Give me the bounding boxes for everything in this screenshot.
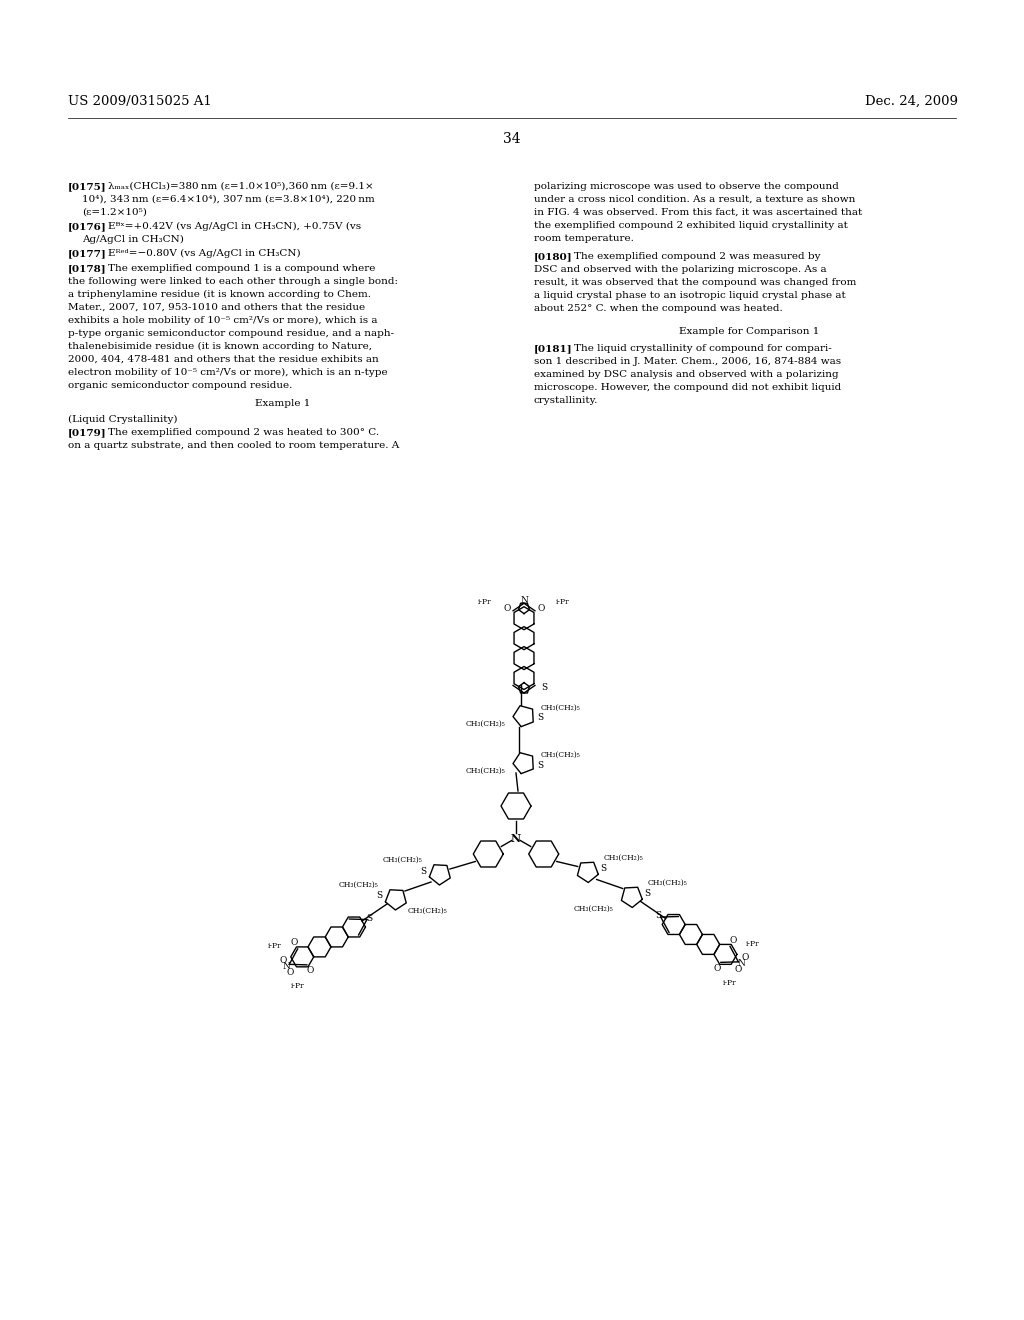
Text: CH₃(CH₂)₅: CH₃(CH₂)₅: [604, 854, 643, 862]
Text: (Liquid Crystallinity): (Liquid Crystallinity): [68, 414, 177, 424]
Text: N: N: [520, 595, 528, 605]
Text: Example for Comparison 1: Example for Comparison 1: [679, 327, 819, 337]
Text: λₘₐₓ(CHCl₃)=380 nm (ε=1.0×10⁵),360 nm (ε=9.1×: λₘₐₓ(CHCl₃)=380 nm (ε=1.0×10⁵),360 nm (ε…: [108, 182, 374, 191]
Text: O: O: [503, 605, 510, 614]
Text: microscope. However, the compound did not exhibit liquid: microscope. However, the compound did no…: [534, 383, 842, 392]
Text: US 2009/0315025 A1: US 2009/0315025 A1: [68, 95, 212, 108]
Text: in FIG. 4 was observed. From this fact, it was ascertained that: in FIG. 4 was observed. From this fact, …: [534, 209, 862, 216]
Text: son 1 described in J. Mater. Chem., 2006, 16, 874-884 was: son 1 described in J. Mater. Chem., 2006…: [534, 356, 841, 366]
Text: about 252° C. when the compound was heated.: about 252° C. when the compound was heat…: [534, 304, 782, 313]
Text: CH₃(CH₂)₅: CH₃(CH₂)₅: [573, 904, 613, 912]
Text: S: S: [537, 714, 543, 722]
Text: [0181]: [0181]: [534, 345, 572, 352]
Text: O: O: [280, 956, 287, 965]
Text: S: S: [376, 891, 382, 900]
Text: Eᴯˣ=+0.42V (vs Ag/AgCl in CH₃CN), +0.75V (vs: Eᴯˣ=+0.42V (vs Ag/AgCl in CH₃CN), +0.75V…: [108, 222, 361, 231]
Text: 2000, 404, 478-481 and others that the residue exhibits an: 2000, 404, 478-481 and others that the r…: [68, 355, 379, 364]
Text: the exemplified compound 2 exhibited liquid crystallinity at: the exemplified compound 2 exhibited liq…: [534, 220, 848, 230]
Text: crystallinity.: crystallinity.: [534, 396, 598, 405]
Text: O: O: [538, 605, 545, 614]
Text: CH₃(CH₂)₅: CH₃(CH₂)₅: [541, 704, 581, 711]
Text: 10⁴), 343 nm (ε=6.4×10⁴), 307 nm (ε=3.8×10⁴), 220 nm: 10⁴), 343 nm (ε=6.4×10⁴), 307 nm (ε=3.8×…: [82, 195, 375, 205]
Text: O: O: [286, 968, 294, 977]
Text: electron mobility of 10⁻⁵ cm²/Vs or more), which is an n-type: electron mobility of 10⁻⁵ cm²/Vs or more…: [68, 368, 388, 378]
Text: result, it was observed that the compound was changed from: result, it was observed that the compoun…: [534, 279, 856, 286]
Text: i-Pr: i-Pr: [723, 979, 736, 987]
Text: O: O: [714, 964, 721, 973]
Text: i-Pr: i-Pr: [291, 982, 304, 990]
Text: CH₃(CH₂)₅: CH₃(CH₂)₅: [466, 719, 506, 729]
Text: Dec. 24, 2009: Dec. 24, 2009: [865, 95, 958, 108]
Text: The exemplified compound 2 was heated to 300° C.: The exemplified compound 2 was heated to…: [108, 428, 379, 437]
Text: i-Pr: i-Pr: [746, 940, 760, 948]
Text: i-Pr: i-Pr: [268, 942, 282, 950]
Text: [0179]: [0179]: [68, 428, 106, 437]
Text: examined by DSC analysis and observed with a polarizing: examined by DSC analysis and observed wi…: [534, 370, 839, 379]
Text: CH₃(CH₂)₅: CH₃(CH₂)₅: [648, 879, 687, 887]
Text: [0175]: [0175]: [68, 182, 106, 191]
Text: Example 1: Example 1: [255, 399, 310, 408]
Text: S: S: [366, 913, 372, 923]
Text: under a cross nicol condition. As a result, a texture as shown: under a cross nicol condition. As a resu…: [534, 195, 855, 205]
Text: The exemplified compound 2 was measured by: The exemplified compound 2 was measured …: [574, 252, 820, 261]
Text: O: O: [741, 953, 749, 962]
Text: i-Pr: i-Pr: [556, 598, 569, 606]
Text: CH₃(CH₂)₅: CH₃(CH₂)₅: [541, 751, 581, 759]
Text: DSC and observed with the polarizing microscope. As a: DSC and observed with the polarizing mic…: [534, 265, 826, 275]
Text: Ag/AgCl in CH₃CN): Ag/AgCl in CH₃CN): [82, 235, 184, 244]
Text: S: S: [645, 888, 651, 898]
Text: S: S: [655, 911, 662, 920]
Text: i-Pr: i-Pr: [478, 598, 492, 606]
Text: S: S: [601, 865, 607, 873]
Text: S: S: [537, 760, 543, 770]
Text: on a quartz substrate, and then cooled to room temperature. A: on a quartz substrate, and then cooled t…: [68, 441, 399, 450]
Text: O: O: [734, 965, 741, 974]
Text: [0176]: [0176]: [68, 222, 106, 231]
Text: N: N: [283, 961, 290, 970]
Text: polarizing microscope was used to observe the compound: polarizing microscope was used to observ…: [534, 182, 839, 191]
Text: thalenebisimide residue (it is known according to Nature,: thalenebisimide residue (it is known acc…: [68, 342, 372, 351]
Text: 34: 34: [503, 132, 521, 147]
Text: CH₃(CH₂)₅: CH₃(CH₂)₅: [382, 855, 422, 865]
Text: O: O: [306, 966, 314, 975]
Text: [0180]: [0180]: [534, 252, 572, 261]
Text: a triphenylamine residue (it is known according to Chem.: a triphenylamine residue (it is known ac…: [68, 290, 371, 300]
Text: S: S: [420, 866, 426, 875]
Text: p-type organic semiconductor compound residue, and a naph-: p-type organic semiconductor compound re…: [68, 329, 394, 338]
Text: S: S: [542, 682, 548, 692]
Text: CH₃(CH₂)₅: CH₃(CH₂)₅: [466, 767, 506, 775]
Text: N: N: [737, 960, 745, 968]
Text: The exemplified compound 1 is a compound where: The exemplified compound 1 is a compound…: [108, 264, 376, 273]
Text: organic semiconductor compound residue.: organic semiconductor compound residue.: [68, 381, 293, 389]
Text: room temperature.: room temperature.: [534, 234, 634, 243]
Text: O: O: [730, 936, 737, 945]
Text: Mater., 2007, 107, 953-1010 and others that the residue: Mater., 2007, 107, 953-1010 and others t…: [68, 304, 366, 312]
Text: CH₃(CH₂)₅: CH₃(CH₂)₅: [338, 880, 378, 888]
Text: a liquid crystal phase to an isotropic liquid crystal phase at: a liquid crystal phase to an isotropic l…: [534, 290, 846, 300]
Text: The liquid crystallinity of compound for compari-: The liquid crystallinity of compound for…: [574, 345, 831, 352]
Text: (ε=1.2×10⁵): (ε=1.2×10⁵): [82, 209, 146, 216]
Text: CH₃(CH₂)₅: CH₃(CH₂)₅: [408, 907, 447, 915]
Text: N: N: [511, 833, 521, 843]
Text: [0178]: [0178]: [68, 264, 106, 273]
Text: the following were linked to each other through a single bond:: the following were linked to each other …: [68, 277, 398, 286]
Text: Eᴿᵉᵈ=−0.80V (vs Ag/AgCl in CH₃CN): Eᴿᵉᵈ=−0.80V (vs Ag/AgCl in CH₃CN): [108, 249, 301, 259]
Text: O: O: [291, 939, 298, 948]
Text: exhibits a hole mobility of 10⁻⁵ cm²/Vs or more), which is a: exhibits a hole mobility of 10⁻⁵ cm²/Vs …: [68, 315, 378, 325]
Text: [0177]: [0177]: [68, 249, 106, 257]
